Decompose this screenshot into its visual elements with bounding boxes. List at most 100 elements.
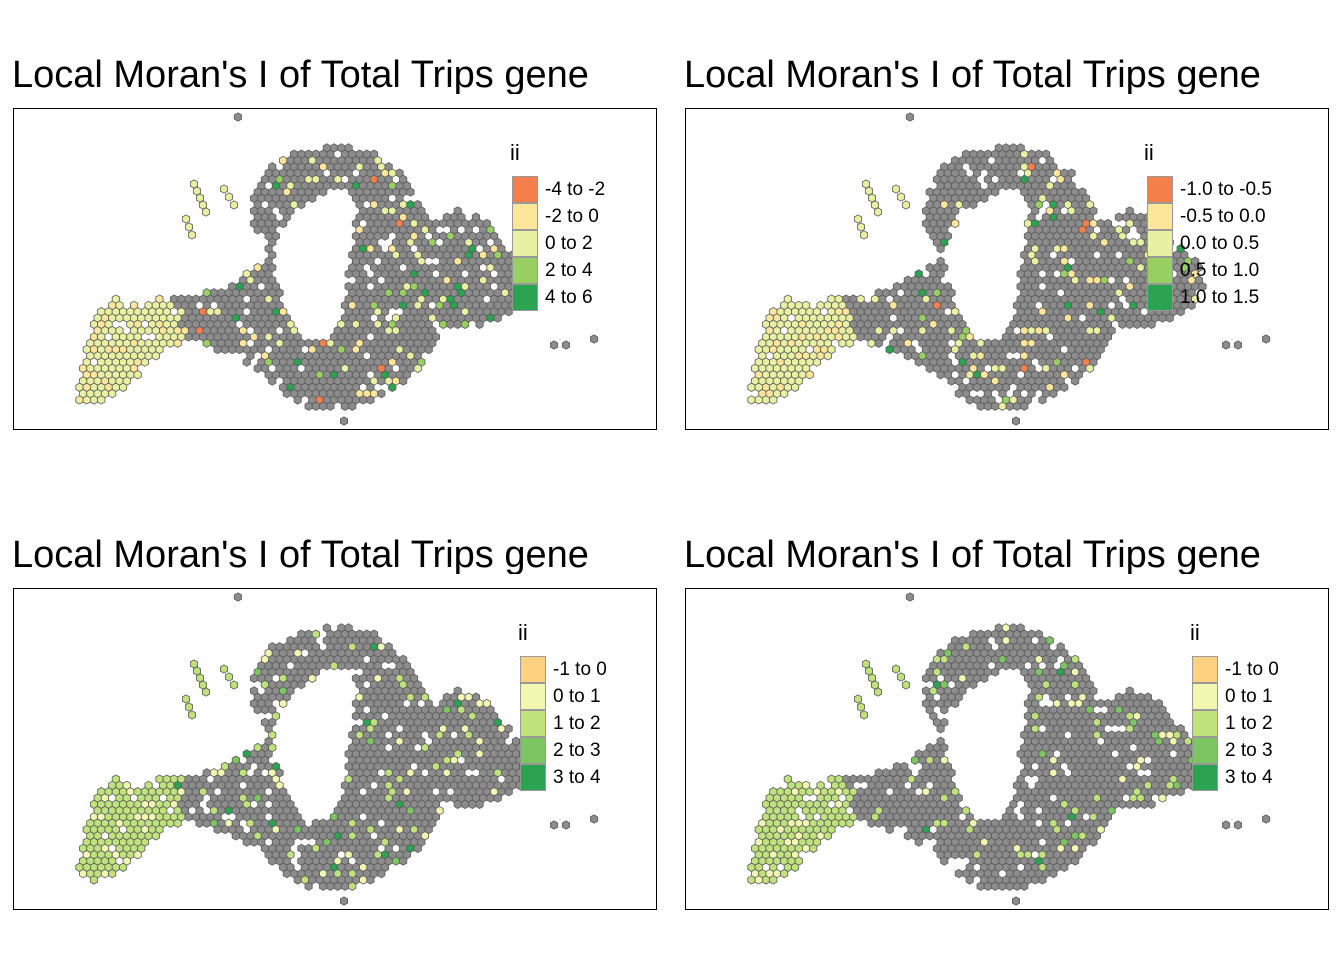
hexagon-cell bbox=[991, 187, 1000, 197]
hexagon-cell bbox=[1262, 334, 1270, 344]
hexagon-cell bbox=[377, 376, 386, 386]
hexagon-cell bbox=[293, 875, 302, 885]
hexagon-cell bbox=[859, 710, 869, 720]
hexagon-map bbox=[747, 112, 1270, 426]
hexagon-cell bbox=[233, 112, 243, 122]
hexagon-cell bbox=[1020, 401, 1029, 411]
hexagon-cell bbox=[439, 319, 448, 329]
hexagon-cell bbox=[802, 843, 811, 854]
hexagon-cell bbox=[428, 250, 437, 260]
legend-label: -2 to 0 bbox=[545, 206, 599, 227]
hexagon-cell bbox=[838, 338, 847, 348]
hexagon-cell bbox=[1009, 181, 1018, 191]
hexagon-cell bbox=[936, 244, 945, 254]
hexagon-cell bbox=[399, 376, 408, 386]
map-frame bbox=[685, 588, 1329, 910]
hexagon-cell bbox=[845, 818, 854, 828]
hexagon-cell bbox=[304, 831, 313, 841]
hexagon-cell bbox=[319, 881, 328, 891]
legend-swatch bbox=[520, 737, 546, 764]
hexagon-cell bbox=[184, 332, 193, 342]
hexagon-cell bbox=[220, 824, 230, 835]
hexagon-cell bbox=[911, 755, 920, 765]
hexagon-cell bbox=[873, 687, 883, 697]
hexagon-cell bbox=[1027, 768, 1036, 778]
hexagon-cell bbox=[1262, 814, 1270, 824]
legend-label: -1.0 to -0.5 bbox=[1180, 179, 1272, 200]
hexagon-cell bbox=[181, 214, 191, 224]
hexagon-cell bbox=[166, 818, 175, 828]
legend-label: 0.0 to 0.5 bbox=[1180, 233, 1260, 254]
legend-swatch bbox=[1147, 284, 1173, 311]
legend-swatch bbox=[512, 176, 538, 203]
hexagon-cell bbox=[1234, 340, 1242, 350]
legend-swatch bbox=[1192, 683, 1218, 710]
hexagon-cell bbox=[901, 200, 911, 210]
hexagon-cell bbox=[951, 218, 960, 229]
hexagon-cell bbox=[413, 363, 422, 374]
hexagon-cell bbox=[282, 868, 291, 879]
legend-label: 1.0 to 1.5 bbox=[1180, 287, 1260, 308]
hexagon-cell bbox=[901, 680, 911, 690]
hexagon-cell bbox=[1140, 761, 1149, 772]
hexagon-cell bbox=[504, 787, 513, 797]
hexagon-cell bbox=[903, 351, 912, 361]
hexagon-cell bbox=[453, 799, 462, 809]
hexagon-cell bbox=[406, 187, 415, 197]
hexagon-cell bbox=[905, 112, 915, 122]
hexagon-cell bbox=[90, 875, 98, 885]
hexagon-cell bbox=[213, 344, 222, 355]
hexagon-cell bbox=[896, 818, 905, 828]
hexagon-cell bbox=[1158, 313, 1167, 323]
hexagon-cell bbox=[184, 812, 193, 822]
hexagon-cell bbox=[1012, 881, 1022, 891]
hexagon-cell bbox=[413, 843, 422, 854]
hexagon-cell bbox=[940, 856, 949, 866]
hexagon-cell bbox=[914, 837, 923, 847]
hexagon-cell bbox=[1222, 340, 1230, 350]
legend-swatch bbox=[1147, 203, 1173, 230]
legend-swatch bbox=[520, 764, 546, 791]
hexagon-cell bbox=[951, 850, 960, 860]
legend-label: 3 to 4 bbox=[553, 767, 601, 788]
hexagon-cell bbox=[297, 831, 306, 841]
map-panel: Local Moran's I of Total Trips gene ii -4 … bbox=[0, 0, 672, 480]
hexagon-cell bbox=[903, 831, 912, 841]
hexagon-cell bbox=[268, 856, 277, 866]
hexagon-cell bbox=[747, 382, 756, 392]
legend-title: ii bbox=[1190, 620, 1200, 645]
hexagon-cell bbox=[184, 702, 194, 712]
hexagon-cell bbox=[1169, 787, 1178, 797]
legend-label: 0.5 to 1.0 bbox=[1180, 260, 1260, 281]
hexagon-cell bbox=[233, 592, 243, 602]
hexagon-cell bbox=[97, 395, 106, 405]
hexagon-cell bbox=[940, 705, 949, 715]
hexagon-cell bbox=[100, 868, 109, 879]
hexagon-cell bbox=[391, 856, 400, 866]
hexagon-map bbox=[75, 592, 598, 906]
hexagon-cell bbox=[1038, 395, 1047, 405]
hexagon-cell bbox=[453, 319, 462, 329]
hexagon-cell bbox=[184, 222, 194, 232]
hexagon-cell bbox=[1147, 799, 1156, 809]
hexagon-cell bbox=[337, 661, 346, 671]
hexagon-cell bbox=[805, 787, 814, 797]
hexagon-cell bbox=[173, 338, 182, 348]
hexagon-cell bbox=[133, 850, 142, 860]
hexagon-cell bbox=[297, 679, 306, 690]
hexagon-cell bbox=[856, 332, 865, 342]
legend-label: -0.5 to 0.0 bbox=[1180, 206, 1266, 227]
hexagon-cell bbox=[936, 370, 945, 380]
hexagon-cell bbox=[359, 395, 368, 405]
hexagon-cell bbox=[326, 401, 335, 411]
hexagon-cell bbox=[108, 868, 117, 879]
hexagon-cell bbox=[550, 820, 558, 830]
hexagon-cell bbox=[1071, 856, 1080, 866]
hexagon-cell bbox=[187, 230, 197, 240]
hexagon-cell bbox=[980, 193, 989, 203]
hexagon-cell bbox=[308, 193, 317, 203]
hexagon-cell bbox=[921, 673, 931, 683]
hexagon-cell bbox=[249, 837, 259, 847]
hexagon-cell bbox=[892, 344, 902, 355]
hexagon-cell bbox=[1009, 344, 1018, 355]
